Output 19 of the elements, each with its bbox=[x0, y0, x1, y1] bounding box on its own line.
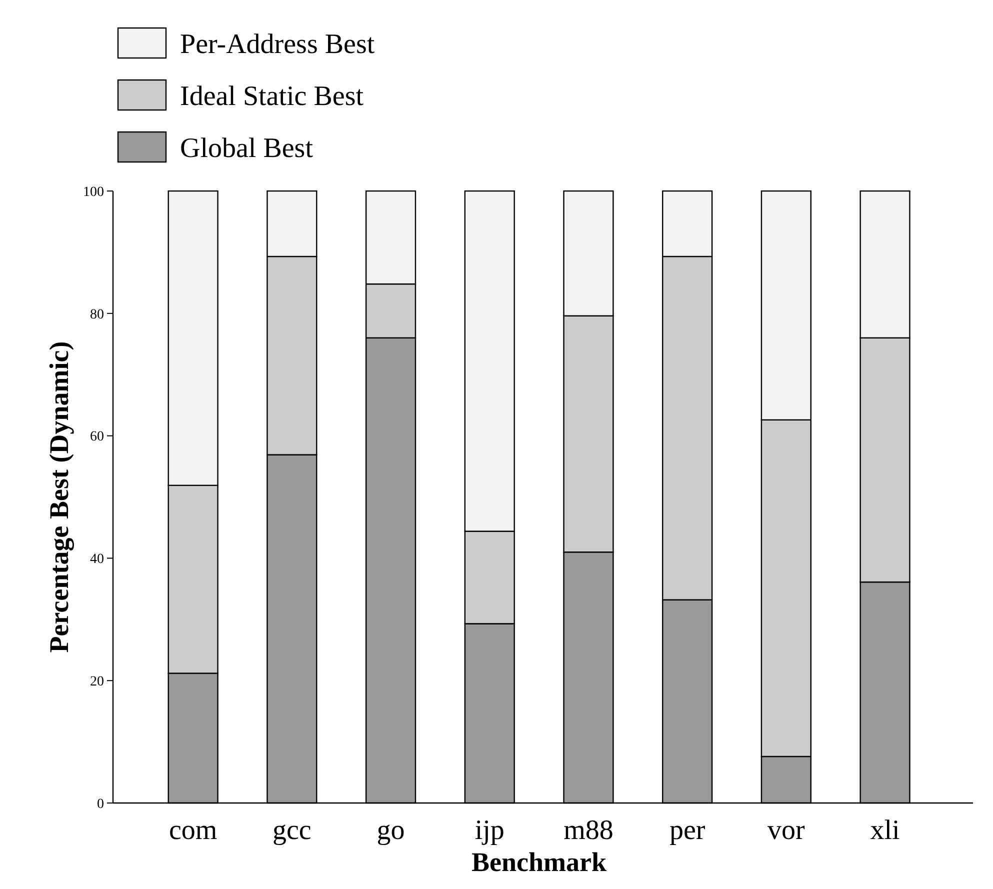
y-tick-label: 60 bbox=[90, 430, 104, 445]
y-axis-title: Percentage Best (Dynamic) bbox=[44, 341, 74, 653]
x-tick-label: ijp bbox=[474, 815, 504, 846]
x-tick-label: gcc bbox=[272, 815, 312, 846]
y-tick-label: 80 bbox=[90, 307, 104, 322]
x-tick-label: m88 bbox=[564, 815, 614, 846]
x-tick-label: go bbox=[376, 815, 405, 846]
y-tick-label: 0 bbox=[97, 796, 104, 812]
y-tick-label: 100 bbox=[83, 184, 104, 200]
x-tick-label: per bbox=[669, 815, 706, 846]
legend-label: Global Best bbox=[180, 132, 314, 164]
legend-label: Per-Address Best bbox=[180, 28, 375, 60]
x-axis-title: Benchmark bbox=[472, 847, 607, 877]
legend-label: Ideal Static Best bbox=[180, 80, 364, 112]
x-tick-label: com bbox=[168, 815, 218, 846]
x-tick-label: xli bbox=[870, 815, 900, 846]
y-tick-label: 40 bbox=[90, 552, 104, 568]
x-tick-label: vor bbox=[768, 815, 806, 846]
y-tick-label: 20 bbox=[90, 674, 104, 690]
